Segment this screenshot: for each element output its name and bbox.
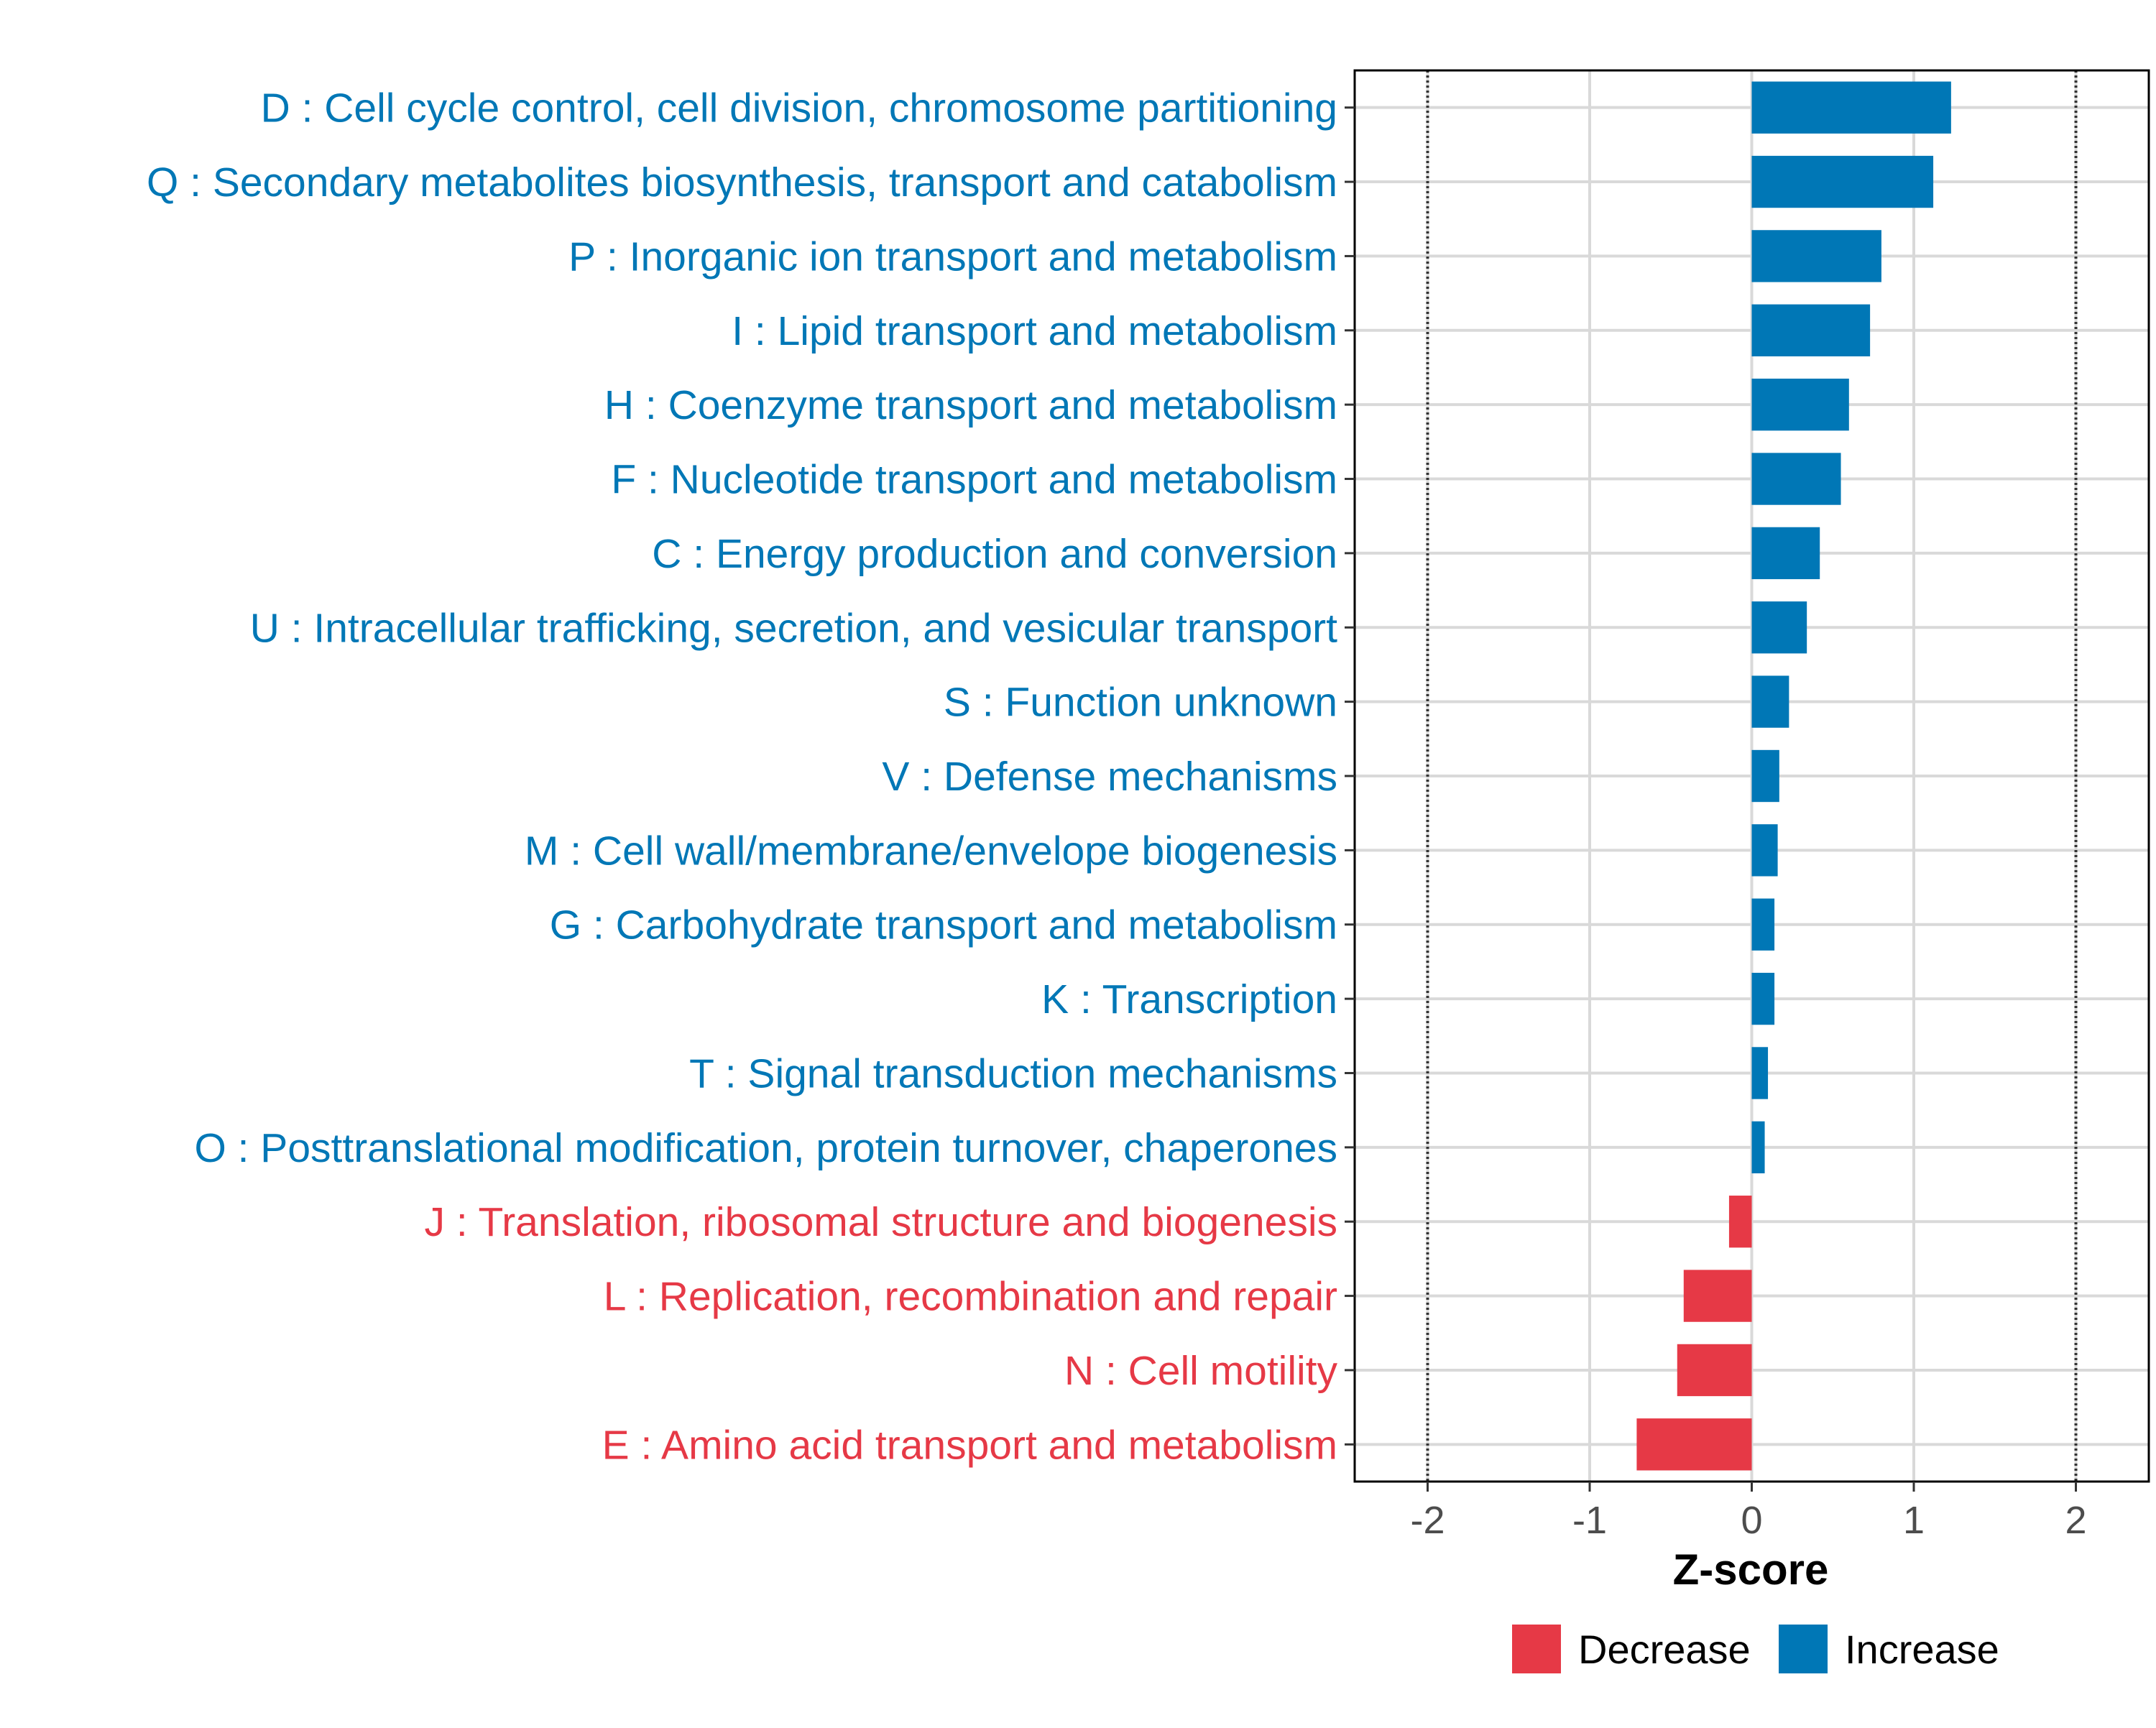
bar <box>1751 230 1881 282</box>
bar <box>1751 453 1841 505</box>
bar <box>1683 1270 1752 1322</box>
category-label: S : Function unknown <box>944 680 1337 726</box>
bar <box>1751 972 1775 1025</box>
bar <box>1751 749 1779 803</box>
reference-line-layer <box>1426 70 2078 1482</box>
category-label: H : Coenzyme transport and metabolism <box>604 382 1337 428</box>
bar-layer <box>1636 81 1951 1471</box>
x-axis: -2 -1 0 1 2 <box>1410 1482 2087 1542</box>
y-axis: D : Cell cycle control, cell division, c… <box>147 86 1355 1468</box>
bar <box>1751 675 1789 728</box>
x-tick-label: 0 <box>1741 1499 1762 1542</box>
category-label: J : Translation, ribosomal structure and… <box>425 1199 1337 1245</box>
category-label: E : Amino acid transport and metabolism <box>602 1422 1337 1468</box>
category-label: P : Inorganic ion transport and metaboli… <box>568 234 1337 279</box>
bar <box>1751 81 1951 134</box>
category-label: Q : Secondary metabolites biosynthesis, … <box>147 160 1337 205</box>
category-label: M : Cell wall/membrane/envelope biogenes… <box>525 828 1337 874</box>
bar <box>1751 1121 1765 1174</box>
x-tick-label: -1 <box>1572 1499 1607 1542</box>
x-tick-label: 2 <box>2065 1499 2086 1542</box>
category-label: N : Cell motility <box>1064 1348 1338 1394</box>
bar <box>1751 155 1934 208</box>
category-label: G : Carbohydrate transport and metabolis… <box>550 902 1337 948</box>
x-tick-label: 1 <box>1903 1499 1925 1542</box>
category-label: I : Lipid transport and metabolism <box>732 308 1337 354</box>
bar <box>1751 378 1849 431</box>
bar <box>1751 1047 1769 1099</box>
bar <box>1751 304 1871 356</box>
bar <box>1751 898 1775 951</box>
bar <box>1677 1344 1752 1397</box>
legend-swatch <box>1779 1625 1828 1673</box>
bar <box>1751 824 1778 877</box>
bar <box>1751 601 1807 654</box>
category-label: T : Signal transduction mechanisms <box>689 1050 1337 1096</box>
category-label: V : Defense mechanisms <box>882 754 1337 800</box>
category-label: U : Intracellular trafficking, secretion… <box>250 605 1337 651</box>
category-label: D : Cell cycle control, cell division, c… <box>261 86 1337 131</box>
category-label: C : Energy production and conversion <box>652 531 1337 577</box>
bar <box>1751 527 1820 580</box>
category-label: L : Replication, recombination and repai… <box>604 1274 1337 1320</box>
category-label: F : Nucleotide transport and metabolism <box>611 457 1337 503</box>
legend-label: Decrease <box>1578 1627 1751 1672</box>
legend-swatch <box>1512 1625 1561 1673</box>
x-tick-label: -2 <box>1410 1499 1445 1542</box>
legend: Decrease Increase <box>1512 1625 1999 1673</box>
category-label: K : Transcription <box>1041 976 1337 1022</box>
legend-label: Increase <box>1845 1627 1999 1672</box>
category-label: O : Posttranslational modification, prot… <box>194 1125 1337 1171</box>
bar <box>1728 1196 1752 1248</box>
bar <box>1636 1418 1752 1471</box>
x-axis-title: Z-score <box>1673 1546 1829 1594</box>
